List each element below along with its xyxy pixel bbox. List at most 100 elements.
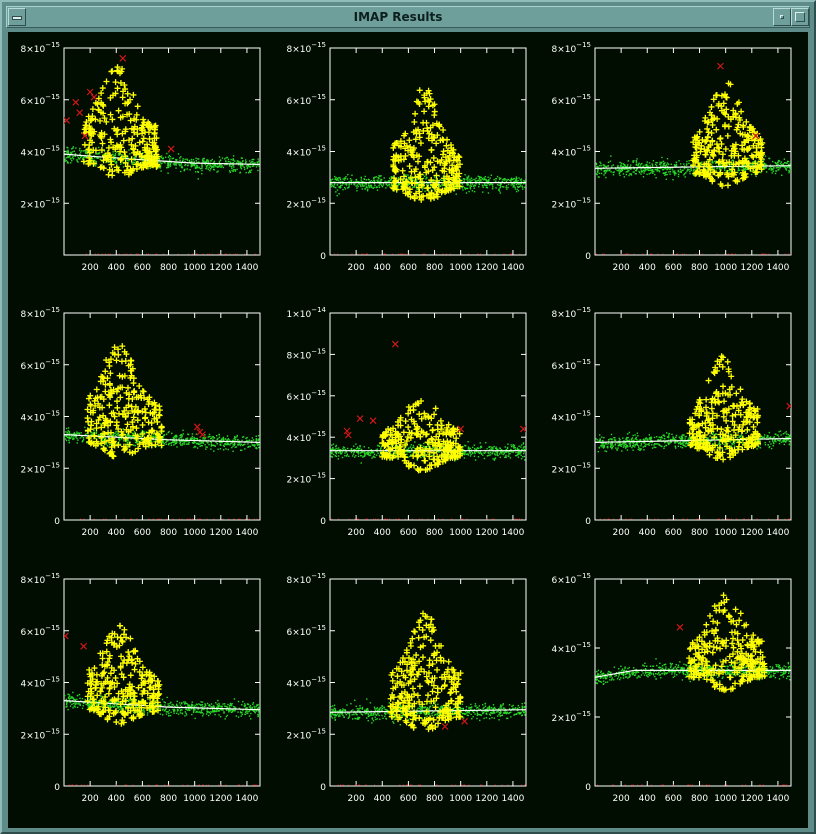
source-point (390, 144, 397, 151)
background-point (117, 152, 120, 155)
background-point (86, 433, 88, 435)
background-point (627, 169, 629, 171)
background-point (385, 449, 387, 451)
background-point (339, 182, 342, 185)
source-point (392, 168, 399, 175)
background-point (202, 159, 204, 161)
minimize-button[interactable] (773, 8, 791, 26)
background-point (257, 434, 260, 437)
plot-points (330, 340, 526, 520)
background-point (229, 440, 231, 442)
background-point (151, 435, 153, 437)
background-point (256, 447, 258, 450)
background-point (249, 166, 251, 168)
background-point (183, 443, 185, 445)
background-point (71, 157, 74, 159)
background-point (216, 163, 219, 166)
background-point (449, 451, 451, 454)
background-point (743, 163, 746, 166)
background-point (218, 164, 221, 166)
source-point (431, 112, 438, 119)
source-point (106, 402, 113, 409)
background-point (169, 158, 171, 160)
source-point (86, 157, 93, 164)
background-point (65, 157, 67, 159)
background-point (342, 448, 344, 450)
background-point (517, 456, 520, 458)
title-bar[interactable]: IMAP Results (6, 6, 810, 28)
background-point (184, 164, 186, 167)
background-point (389, 179, 392, 181)
source-point (145, 419, 152, 426)
background-point (175, 159, 177, 161)
window-menu-button[interactable] (8, 8, 26, 26)
background-point (199, 445, 201, 447)
background-point (186, 159, 189, 161)
background-point (415, 178, 418, 180)
background-point (616, 169, 618, 172)
background-point (776, 162, 779, 164)
background-point (600, 169, 603, 171)
source-point (140, 116, 147, 123)
source-point (93, 425, 100, 432)
background-point (635, 161, 638, 163)
background-point (737, 167, 739, 169)
background-point (407, 174, 409, 176)
background-point (478, 180, 481, 182)
background-point (499, 451, 502, 454)
background-point (240, 443, 243, 445)
source-point (86, 438, 93, 445)
background-point (369, 180, 371, 183)
background-point (771, 172, 773, 174)
background-point (237, 441, 240, 444)
source-point (723, 159, 730, 166)
background-point (475, 177, 477, 179)
maximize-button[interactable] (791, 8, 809, 26)
background-point (90, 150, 93, 153)
background-point (635, 164, 638, 166)
background-point (486, 184, 488, 187)
background-point (480, 445, 482, 448)
background-point (673, 172, 676, 175)
background-point (523, 181, 525, 183)
background-point (126, 447, 128, 449)
background-point (189, 169, 191, 171)
background-point (218, 436, 221, 438)
background-point (379, 175, 381, 177)
background-point (80, 151, 82, 153)
background-point (487, 180, 489, 182)
baseline-dot (684, 253, 686, 255)
background-point (90, 152, 92, 155)
background-point (494, 454, 497, 456)
background-point (408, 455, 411, 458)
background-point (407, 176, 410, 178)
background-point (332, 185, 335, 188)
background-point (662, 164, 664, 166)
y-tick-label: 6×10−15 (20, 358, 60, 372)
background-point (664, 172, 666, 174)
background-point (218, 161, 221, 163)
background-point (510, 448, 512, 451)
background-point (65, 431, 67, 433)
baseline-dot (366, 253, 368, 255)
background-point (491, 452, 493, 454)
y-tick-label: 2×10−15 (20, 461, 60, 475)
background-point (216, 443, 218, 445)
source-point (757, 150, 764, 157)
background-point (498, 190, 501, 192)
background-point (158, 158, 160, 161)
background-point (515, 454, 517, 457)
background-point (515, 178, 517, 180)
background-point (152, 435, 155, 438)
background-point (79, 158, 81, 160)
background-point (195, 437, 197, 440)
background-point (380, 183, 382, 185)
background-point (84, 156, 87, 159)
source-point (121, 407, 128, 414)
background-point (628, 170, 630, 172)
source-point (114, 131, 121, 138)
source-point (98, 434, 105, 441)
background-point (663, 164, 665, 167)
background-point (180, 433, 183, 436)
background-point (216, 434, 218, 437)
